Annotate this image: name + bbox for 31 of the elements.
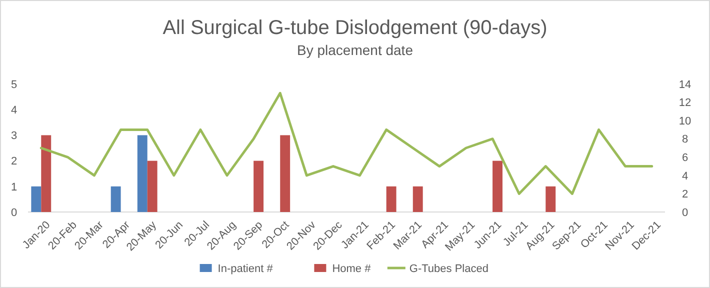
y2-tick-label: 2 — [682, 188, 688, 201]
y-tick-label: 4 — [10, 104, 18, 116]
legend-label: G-Tubes Placed — [409, 262, 488, 275]
y-tick-label: 3 — [10, 130, 18, 142]
chart-subtitle: By placement date — [297, 42, 414, 58]
bar — [31, 186, 42, 212]
line-series — [40, 92, 654, 195]
y-tick-label: 5 — [10, 78, 18, 91]
legend-label: In-patient # — [218, 262, 274, 275]
bar — [137, 135, 148, 212]
bar — [492, 160, 502, 212]
chart-title: All Surgical G-tube Dislodgement (90-days) — [162, 17, 548, 39]
bar — [280, 135, 290, 212]
bar — [546, 186, 556, 212]
y-tick-label: 1 — [10, 181, 18, 194]
bar — [41, 135, 52, 212]
y2-tick-label: 14 — [678, 78, 692, 91]
legend-label: Home # — [332, 262, 372, 275]
bar — [254, 160, 264, 212]
y2-tick-label: 0 — [682, 206, 688, 219]
y-tick-label: 2 — [10, 156, 18, 168]
y2-tick-label: 10 — [678, 115, 692, 128]
y2-tick-label: 4 — [682, 170, 688, 182]
y2-tick-label: 12 — [678, 97, 692, 110]
y2-tick-label: 6 — [682, 152, 688, 164]
bar — [147, 160, 158, 212]
bar — [386, 186, 396, 212]
y-tick-label: 0 — [10, 206, 18, 219]
bar — [412, 186, 423, 212]
y2-tick-label: 8 — [682, 134, 688, 146]
bar — [110, 186, 121, 212]
